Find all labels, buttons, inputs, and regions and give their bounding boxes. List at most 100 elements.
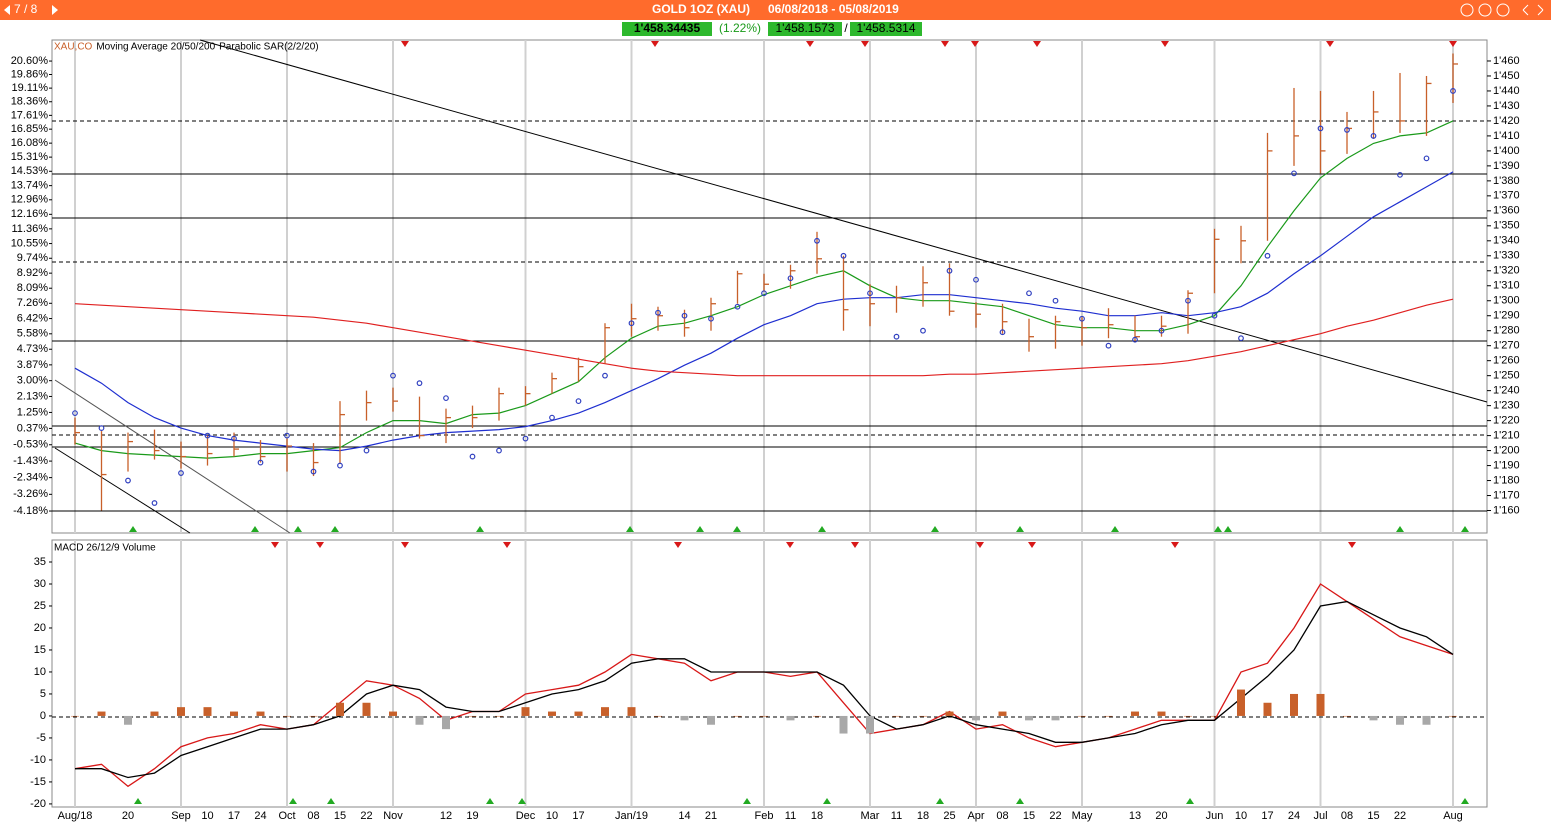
sar-dot	[628, 320, 635, 327]
sar-dot	[204, 432, 211, 439]
sell-signal	[851, 542, 859, 548]
instrument-title: GOLD 1OZ (XAU)	[652, 2, 750, 16]
sar-dot	[681, 312, 688, 319]
sar-dot	[1450, 88, 1456, 94]
buy-signal	[733, 526, 741, 532]
x-tick-label: 20	[1155, 810, 1167, 822]
sar-dot	[734, 303, 741, 310]
y-tick-label: 1'210	[1493, 430, 1520, 442]
sell-signal	[1348, 542, 1356, 548]
price-panel	[51, 39, 1488, 534]
zoom-out[interactable]	[1460, 3, 1474, 17]
sar-dot	[602, 372, 608, 379]
x-tick-label: 18	[917, 810, 929, 822]
bid-box	[768, 22, 842, 36]
y2-tick-label: 2.13%	[17, 390, 48, 402]
zoom-reset[interactable]	[1496, 3, 1510, 17]
y2-tick-label: 19.11%	[12, 82, 49, 94]
ask: 1'458.5314	[856, 21, 915, 35]
histogram-bar	[1237, 689, 1245, 716]
x-tick-label: Sep	[171, 810, 191, 822]
histogram-bar	[813, 715, 821, 717]
macd-line	[75, 600, 1454, 779]
y2-tick-label: 8.92%	[17, 267, 48, 279]
x-tick-label: 10	[1235, 810, 1247, 822]
y2-tick-label: 8.09%	[17, 282, 48, 294]
sar-dot	[920, 327, 926, 334]
histogram-bar	[1422, 715, 1431, 725]
sell-signal	[786, 542, 794, 548]
y2-tick-label: 3.00%	[17, 375, 48, 387]
y-tick-label: 1'190	[1493, 459, 1520, 471]
y2-tick-label: 17.61%	[11, 109, 49, 121]
y-tick-label: 1'330	[1493, 250, 1520, 262]
x-tick-label: 08	[1341, 810, 1353, 822]
sar-dot	[1397, 171, 1403, 178]
histogram-bar	[548, 711, 556, 716]
next-button[interactable]	[52, 5, 58, 15]
y-tick-label: 15	[34, 644, 46, 656]
sar-dot	[1344, 127, 1350, 133]
sell-signal	[861, 41, 869, 47]
sar-dot	[231, 435, 237, 442]
x-tick-label: 11	[891, 810, 902, 822]
sar-dot	[1211, 312, 1218, 319]
histogram-bar	[1210, 715, 1219, 717]
sar-dot	[1158, 327, 1165, 334]
y-tick-label: 1'270	[1493, 340, 1520, 352]
prev-button[interactable]	[4, 5, 10, 15]
sell-signal	[401, 542, 409, 548]
sar-dot	[840, 252, 847, 259]
y-tick-label: 1'240	[1493, 385, 1520, 397]
back[interactable]	[1522, 4, 1529, 16]
buy-signal	[251, 526, 259, 532]
histogram-bar	[150, 711, 159, 716]
histogram-bar	[468, 715, 477, 717]
y2-tick-label: 6.42%	[17, 312, 48, 324]
buy-signal	[1461, 798, 1469, 804]
moving-average	[74, 171, 1454, 452]
y-tick-label: 20	[34, 622, 46, 634]
x-tick-label: 17	[1261, 810, 1273, 822]
buy-signal	[327, 798, 335, 804]
sar-dot	[469, 453, 476, 460]
sar-dot	[1370, 133, 1377, 139]
bid: 1'458.1573	[775, 21, 834, 35]
y2-tick-label: 18.36%	[11, 96, 49, 108]
sar-dot	[946, 267, 953, 274]
y-tick-label: 1'430	[1493, 100, 1520, 112]
y2-tick-label: 3.87%	[17, 359, 48, 371]
price-box	[622, 22, 712, 36]
x-tick-label: 17	[228, 810, 240, 822]
histogram-bar	[124, 715, 132, 725]
sar-dot	[761, 290, 767, 297]
sar-dot	[1423, 155, 1430, 162]
y-tick-label: 1'420	[1493, 115, 1520, 127]
y-tick-label: 1'160	[1493, 504, 1520, 516]
buy-signal	[134, 798, 142, 804]
x-tick-label: Oct	[278, 810, 295, 822]
buy-signal	[1396, 526, 1404, 532]
histogram-bar	[786, 715, 795, 721]
histogram-bar	[256, 711, 265, 716]
sar-dot	[125, 477, 131, 484]
sar-dot	[151, 500, 158, 506]
histogram-bar	[627, 707, 636, 716]
y2-tick-label: 15.31%	[11, 151, 49, 163]
histogram-bar	[892, 715, 901, 717]
sar-dot	[363, 447, 370, 454]
sell-signal	[1171, 542, 1179, 548]
sar-dot	[72, 410, 78, 417]
drawings	[52, 39, 1488, 718]
zoom-in[interactable]	[1478, 3, 1492, 17]
histogram-bar	[1316, 693, 1325, 716]
sar-dot	[98, 425, 105, 432]
sell-signal	[1033, 41, 1041, 47]
sar-dot	[390, 372, 396, 379]
date-range: 06/08/2018 - 05/08/2019	[768, 2, 899, 16]
change: (1.22%)	[719, 21, 761, 35]
forward[interactable]	[1537, 4, 1544, 16]
x-tick-label: 15	[1023, 810, 1035, 822]
sar-dot	[1079, 315, 1085, 322]
